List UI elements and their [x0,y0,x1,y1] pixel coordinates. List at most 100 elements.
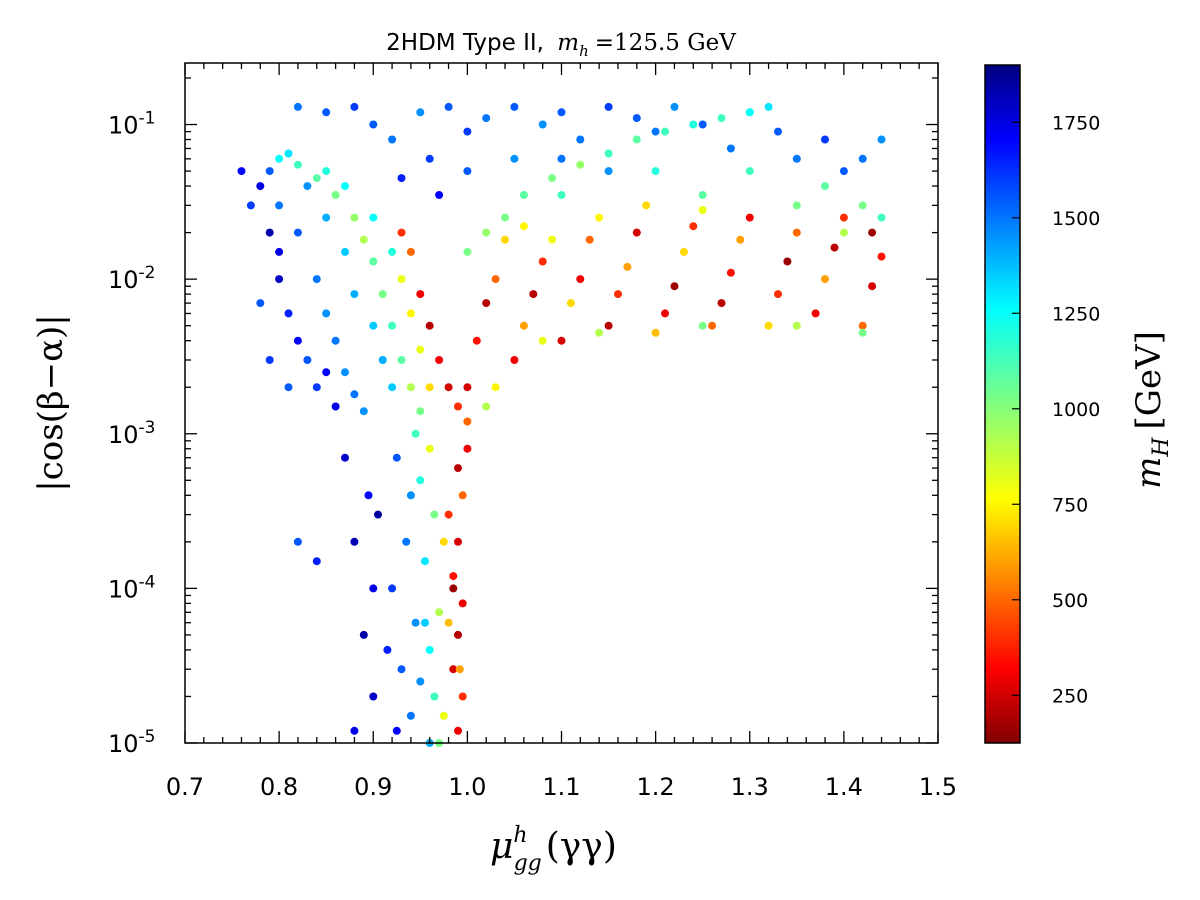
data-point [604,167,613,176]
data-point [374,510,382,519]
data-point [595,213,604,222]
data-point [293,102,302,111]
data-point [369,257,378,266]
x-tick-label: 0.7 [166,773,204,801]
data-point [406,247,415,256]
data-point [792,228,801,237]
data-point [576,275,585,284]
colorbar-tick-label: 1250 [1052,303,1100,325]
data-point [463,167,472,176]
data-point [764,321,773,330]
data-point [651,328,660,337]
data-point [397,174,406,183]
data-point [416,290,425,299]
data-point [519,321,528,330]
data-point [632,135,641,144]
data-point [421,557,429,566]
data-point [538,257,547,266]
data-point [623,262,632,271]
data-point [331,402,340,411]
data-point [369,584,378,593]
data-point [275,201,284,210]
data-point [369,692,378,701]
scatter-points [237,102,886,747]
data-point [792,321,801,330]
data-point [868,282,877,291]
data-point [388,584,397,593]
data-point [293,160,302,169]
data-point [839,167,848,176]
data-point [388,135,397,144]
data-point [604,102,613,111]
data-point [397,275,406,284]
data-point [458,491,467,500]
data-point [821,275,829,284]
data-point [698,321,707,330]
data-point [435,356,444,364]
data-point [265,356,274,364]
data-point [322,108,331,117]
data-point [557,336,566,345]
data-point [670,102,679,111]
data-point [632,114,641,123]
data-point [661,309,669,318]
data-point [341,247,349,256]
x-tick-labels: 0.7 0.8 0.9 1.0 1.1 1.2 1.3 1.4 1.5 [166,773,957,801]
colorbar [984,64,1021,744]
data-point [792,154,801,163]
data-point [350,213,359,222]
data-point [510,154,519,163]
data-point [406,711,415,720]
data-point [275,275,284,284]
data-point [454,726,462,735]
axis-ticks [184,63,939,744]
data-point [284,149,293,158]
data-point [439,537,448,546]
data-point [444,102,453,111]
data-point [482,402,491,411]
x-tick-label: 1.5 [919,773,957,801]
data-point [745,213,754,222]
x-tick-label: 1.2 [637,773,675,801]
data-point [246,201,255,210]
data-point [557,108,566,117]
data-point [726,268,735,277]
data-point [369,213,378,222]
data-point [350,290,359,299]
data-point [256,299,265,308]
data-point [726,144,735,153]
data-point [341,368,349,377]
y-tick-label: 10-1 [108,109,156,140]
data-point [745,108,754,117]
data-point [651,127,660,136]
data-point [430,510,439,519]
data-point [458,692,467,701]
data-point [463,417,472,426]
data-point [548,174,557,183]
colorbar-ticks: 250 500 750 1000 1250 1500 1750 [1012,112,1100,707]
data-point [538,120,547,129]
data-point [491,275,500,284]
data-point [764,102,773,111]
data-point [275,247,284,256]
x-tick-label: 1.0 [448,773,486,801]
data-point [406,309,415,318]
data-point [421,618,429,627]
data-point [322,309,331,318]
data-point [858,201,867,210]
data-point [774,290,782,299]
data-point [576,135,585,144]
data-point [877,213,886,222]
data-point [359,235,368,244]
data-point [397,356,406,364]
data-point [576,160,585,169]
data-point [689,222,698,231]
data-point [501,213,509,222]
data-point [439,711,448,720]
data-point [595,328,604,337]
data-point [858,328,867,337]
data-point [402,537,411,546]
data-point [529,290,538,299]
data-point [642,201,651,210]
